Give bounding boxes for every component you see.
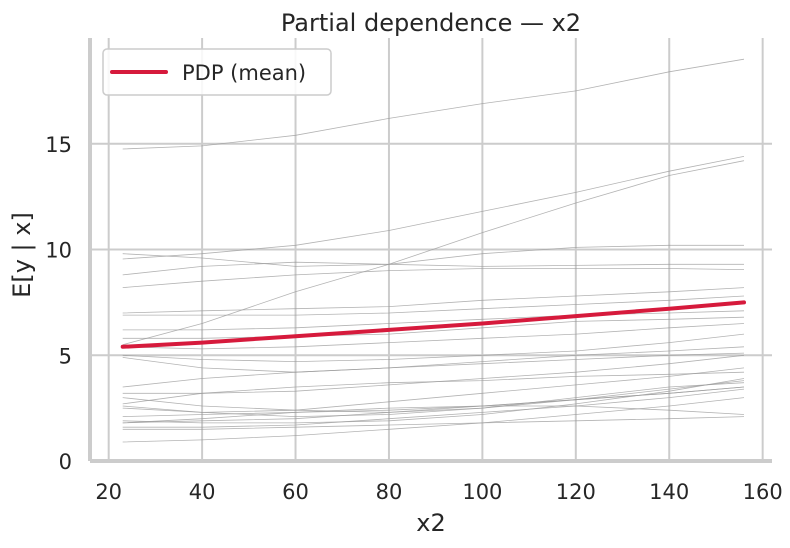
- legend: PDP (mean): [102, 48, 332, 96]
- ice-curve: [122, 268, 745, 288]
- ice-curve: [122, 380, 745, 413]
- y-tick-label: 5: [59, 344, 72, 368]
- x-tick-label: 60: [282, 480, 309, 504]
- ice-curve: [122, 367, 745, 413]
- y-tick-label: 0: [59, 450, 72, 474]
- legend-box: [102, 48, 332, 96]
- y-tick-label: 10: [45, 239, 72, 263]
- axes-spines: [88, 38, 772, 463]
- x-tick-label: 140: [649, 480, 689, 504]
- ice-curve: [122, 244, 744, 267]
- legend-label-pdp: PDP (mean): [182, 61, 306, 85]
- x-tick-label: 40: [189, 480, 216, 504]
- ice-curve: [122, 295, 745, 316]
- pdp-mean-line: [120, 300, 746, 349]
- ice-curve: [122, 316, 745, 339]
- pdp-mean-series: [120, 300, 746, 349]
- x-tick-label: 120: [556, 480, 596, 504]
- ice-curves: [122, 58, 745, 443]
- ice-curve: [122, 352, 745, 388]
- y-tick-labels: 0 5 10 15: [45, 133, 72, 474]
- x-axis-label: x2: [416, 509, 445, 537]
- x-tick-label: 20: [95, 480, 122, 504]
- ice-curve: [122, 310, 745, 331]
- ice-curve: [122, 405, 745, 424]
- ice-curve: [122, 160, 745, 346]
- y-tick-label: 15: [45, 133, 72, 157]
- ice-curve: [122, 287, 745, 314]
- ice-curve: [122, 371, 745, 405]
- ice-curve: [122, 378, 745, 424]
- ice-curve: [122, 416, 745, 430]
- x-tick-label: 100: [462, 480, 502, 504]
- ice-curve: [122, 58, 745, 150]
- ice-curve: [122, 323, 745, 350]
- x-tick-label: 160: [743, 480, 783, 504]
- ice-curve: [122, 388, 745, 428]
- ice-curve: [122, 346, 745, 373]
- x-tick-label: 80: [376, 480, 403, 504]
- ice-curve: [122, 382, 745, 418]
- ice-curve: [122, 354, 745, 394]
- ice-curve: [122, 397, 745, 443]
- chart-title: Partial dependence — x2: [281, 9, 581, 37]
- ice-curve: [122, 386, 745, 417]
- ice-curve: [122, 156, 745, 260]
- ice-curve: [122, 333, 745, 363]
- x-tick-labels: 20 40 60 80 100 120 140 160: [95, 480, 782, 504]
- ice-curve: [122, 261, 744, 276]
- y-axis-label: E[y | x]: [8, 212, 36, 298]
